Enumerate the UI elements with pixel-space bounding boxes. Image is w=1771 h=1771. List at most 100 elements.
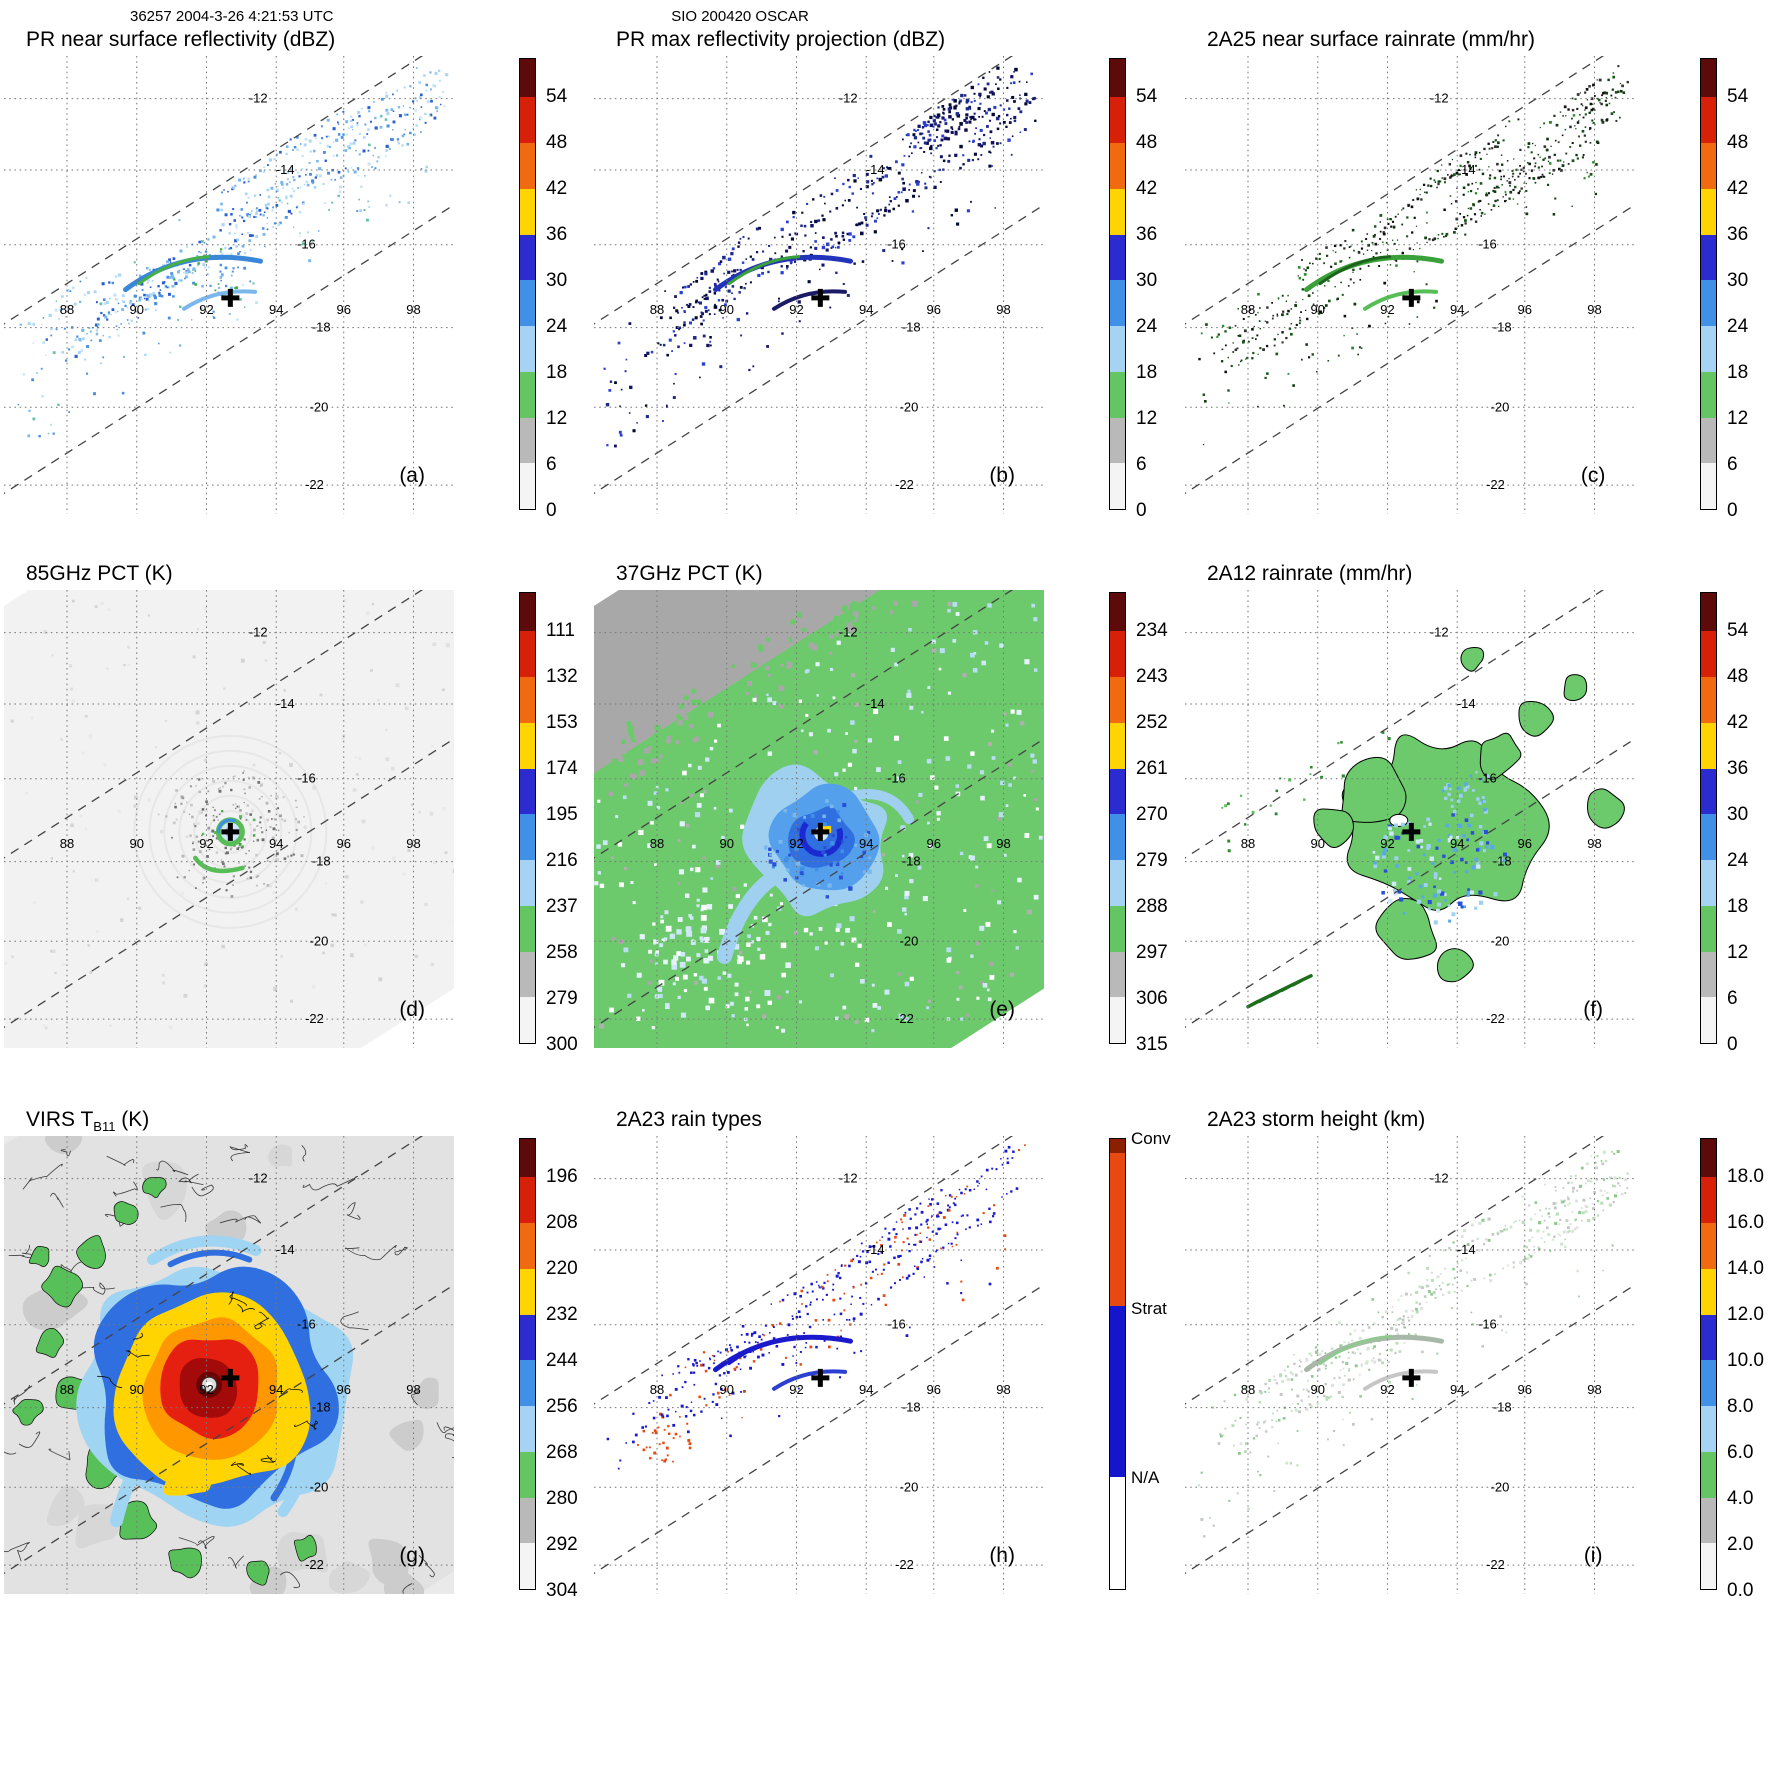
colorbar-segment [1110,234,1125,282]
colorbar-pct37 [1109,592,1126,1044]
colorbar-tick-label: 288 [1136,896,1168,918]
colorbar-pct85 [519,592,536,1044]
map-a: 88 90 92 94 96 98 -12 -14 -16 -18 -20 -22 (a) [4,56,454,514]
colorbar-tick-label: 12 [546,408,568,430]
lon-label: 98 [406,836,420,851]
colorbar-segment [1701,371,1716,419]
panel-e: 37GHz PCT (K) 88 90 92 94 96 98 -12 -14 -16 -18 -20… [590,560,1180,1105]
lon-label: 92 [1380,836,1394,851]
lat-label: -12 [1430,625,1449,640]
colorbar-tick-label: 306 [1136,988,1168,1010]
lon-label: 88 [650,836,664,851]
colorbar-tick-label: 304 [546,1580,578,1601]
swath-edge-line [1185,204,1635,495]
panel-title-subscript: B11 [93,1119,116,1135]
colorbar-segment [1701,143,1716,191]
colorbar-tick-label: 6 [546,454,557,476]
colorbar-tick-label: 153 [546,712,578,734]
lat-label: -22 [895,1011,914,1026]
lat-label: -16 [297,1317,316,1332]
panel-title-d: 85GHz PCT (K) [26,562,173,585]
colorbar-tick-label: 42 [546,178,568,200]
lon-label: 96 [337,1382,351,1397]
lon-label: 90 [1311,1382,1325,1397]
colorbar-tick-label: 18 [1727,896,1749,918]
colorbar-segment [1701,97,1716,145]
lon-label: 92 [199,302,213,317]
grid-lines [1185,1136,1635,1594]
colorbar-tick-label: 24 [1136,316,1158,338]
colorbar-tick-label: 0.0 [1727,1580,1754,1601]
data-layer-e [594,590,1044,1048]
colorbar-segment [1701,463,1716,509]
panel-title-i: 2A23 storm height (km) [1207,1108,1426,1131]
orbit-datetime-header: 36257 2004-3-26 4:21:53 UTC [130,8,334,25]
colorbar-segment [1701,951,1716,999]
lon-label: 94 [1450,1382,1464,1397]
lon-label: 98 [996,302,1010,317]
lat-label: -14 [276,696,295,711]
lat-label: -18 [312,1400,331,1415]
colorbar-segment [520,1451,535,1499]
grid-lines [594,590,1044,1048]
colorbar-tick-label: 12 [1727,408,1749,430]
swath-edge-line [4,590,424,859]
panel-letter: (d) [399,998,425,1021]
map-h: 88 90 92 94 96 98 -12 -14 -16 -18 -20 -22 (h) [594,1136,1044,1594]
colorbar-tick-label: 10.0 [1727,1350,1764,1372]
colorbar-segment [1110,997,1125,1043]
panel-letter: (f) [1583,998,1603,1021]
colorbar-segment [520,143,535,191]
colorbar-segment [1701,814,1716,862]
swath-edge-line [1185,590,1605,859]
panel-h: 2A23 rain types 88 90 92 94 96 98 -12 -14 -16 -18 -… [590,1106,1180,1651]
lon-label: 88 [1241,1382,1255,1397]
colorbar-tick-label: 252 [1136,712,1168,734]
colorbar-tick-label: 111 [546,620,575,642]
colorbar-tick-label: 6 [1136,454,1147,476]
lat-label: -12 [839,91,858,106]
panel-letter: (e) [989,998,1015,1021]
colorbar-tick-label: 270 [1136,804,1168,826]
lat-label: -18 [312,854,331,869]
colorbar-segment [1110,280,1125,328]
lat-label: -18 [902,1400,921,1415]
data-layer-d [4,590,454,1048]
colorbar-tick-label: 0 [1136,500,1147,521]
lat-label: -12 [249,1171,268,1186]
colorbar-segment [520,768,535,816]
lon-label: 98 [406,302,420,317]
colorbar-segment [1110,722,1125,770]
lat-label: -18 [312,320,331,335]
colorbar-tick-label: 54 [1727,620,1749,642]
swath-edge-line [4,738,454,1029]
grid-lines [594,1136,1044,1594]
data-layer-c [1198,65,1629,446]
storm-center-marker [1402,1368,1421,1387]
colorbar-segment [1701,1139,1716,1179]
lon-label: 94 [1450,302,1464,317]
colorbar-segment [520,722,535,770]
lon-label: 92 [199,836,213,851]
colorbar-segment [1701,768,1716,816]
panel-title-c: 2A25 near surface rainrate (mm/hr) [1207,28,1535,51]
lat-label: -14 [866,696,885,711]
colorbar-segment [520,417,535,465]
lat-label: -14 [276,1242,295,1257]
lon-label: 96 [337,302,351,317]
colorbar-segment [520,1314,535,1362]
lon-label: 92 [199,1382,213,1397]
colorbar-segment [1110,417,1125,465]
lon-label: 92 [1380,302,1394,317]
colorbar-segment [1701,1314,1716,1362]
colorbar-tick-label: 232 [546,1304,578,1326]
colorbar-segment [1701,326,1716,374]
colorbar-tick-label: 48 [546,132,568,154]
grid-lines [1185,56,1635,514]
storm-name-header: SIO 200420 OSCAR [671,8,809,25]
colorbar-raintype [1109,1138,1126,1590]
colorbar-tick-label: 36 [1727,224,1749,246]
grid-lines [594,56,1044,514]
colorbar-tick-label: 30 [1727,804,1749,826]
